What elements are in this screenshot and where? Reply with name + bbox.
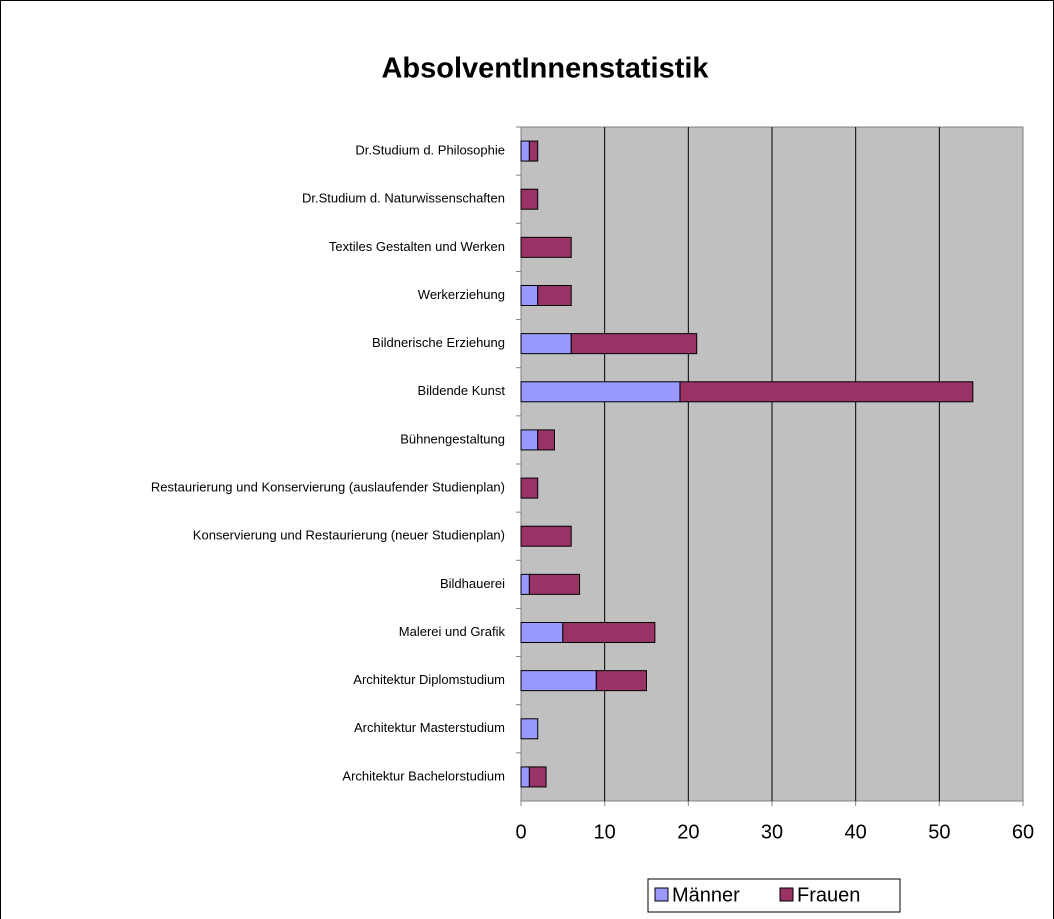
x-tick-label: 40: [845, 821, 867, 843]
x-tick-label: 30: [761, 821, 783, 843]
y-tick-label: Malerei und Grafik: [399, 624, 506, 639]
bar: [520, 622, 564, 643]
y-tick-label: Bildhauerei: [440, 576, 505, 591]
bar: [562, 622, 656, 643]
legend: [647, 878, 901, 913]
y-tick-label: Textiles Gestalten und Werken: [329, 239, 505, 254]
legend-label: Männer: [672, 884, 740, 906]
bar: [537, 285, 572, 306]
legend-swatch: [779, 887, 794, 902]
bar: [679, 381, 974, 403]
y-tick-label: Architektur Diplomstudium: [353, 672, 505, 687]
bar: [520, 477, 539, 499]
bar: [520, 333, 572, 355]
bar: [528, 140, 539, 162]
y-tick-label: Restaurierung und Konservierung (auslauf…: [151, 480, 505, 495]
bar: [520, 525, 572, 547]
bar: [520, 285, 539, 306]
bar: [520, 573, 530, 595]
y-tick-label: Architektur Masterstudium: [354, 720, 505, 735]
x-tick-label: 0: [515, 821, 526, 843]
bar: [520, 188, 539, 210]
legend-label: Frauen: [797, 884, 860, 906]
bar: [520, 236, 572, 258]
y-tick-label: Architektur Bachelorstudium: [342, 768, 505, 783]
bar: [520, 429, 539, 451]
y-tick-label: Dr.Studium d. Naturwissenschaften: [302, 191, 505, 206]
x-tick-label: 10: [594, 821, 616, 843]
bar: [520, 718, 539, 740]
bar: [528, 766, 547, 788]
bar: [537, 429, 555, 451]
bar: [570, 333, 698, 355]
y-tick-label: Bildnerische Erziehung: [372, 335, 505, 350]
bar: [520, 381, 681, 403]
x-tick-label: 50: [928, 821, 950, 843]
bar: [528, 573, 581, 595]
chart-title: AbsolventInnenstatistik: [381, 53, 709, 85]
y-tick-label: Konservierung und Restaurierung (neuer S…: [193, 528, 505, 543]
y-tick-label: Werkerziehung: [418, 287, 505, 302]
x-tick-label: 20: [677, 821, 699, 843]
bar: [520, 140, 530, 162]
bar: [520, 766, 530, 788]
y-tick-label: Dr.Studium d. Philosophie: [355, 143, 505, 158]
bar: [595, 670, 647, 692]
y-tick-label: Bildende Kunst: [418, 383, 506, 398]
legend-swatch: [654, 887, 669, 902]
bar: [520, 670, 597, 692]
y-tick-label: Bühnengestaltung: [400, 431, 505, 446]
x-tick-label: 60: [1012, 821, 1034, 843]
